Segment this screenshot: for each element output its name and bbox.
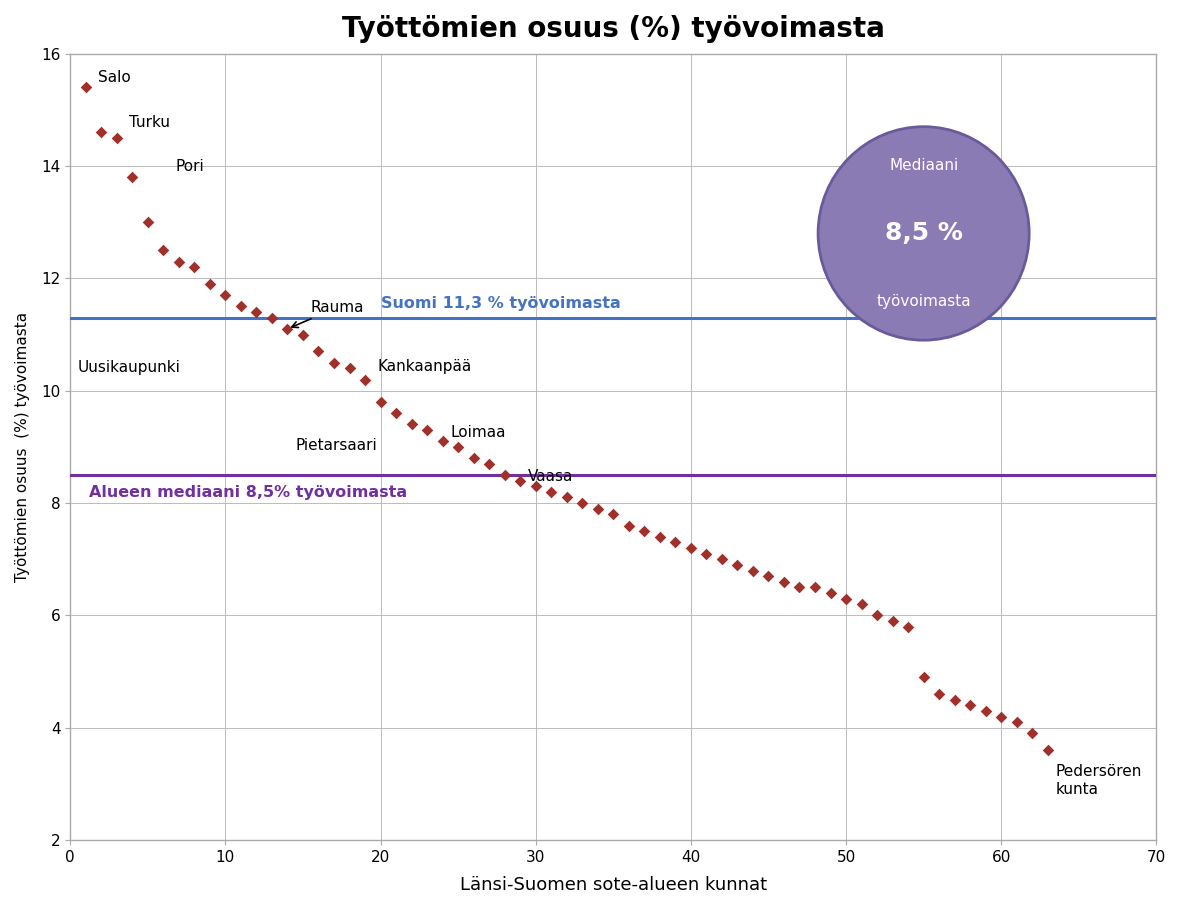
Text: Pedersören
kunta: Pedersören kunta	[1056, 764, 1142, 796]
Point	[325, 355, 344, 370]
Text: Pori: Pori	[176, 159, 204, 175]
Point	[899, 619, 918, 634]
Point	[510, 474, 529, 488]
Text: Turku: Turku	[129, 115, 170, 129]
Point	[1007, 714, 1026, 729]
Point	[853, 597, 872, 612]
Point	[402, 417, 420, 432]
Point	[309, 345, 328, 359]
Point	[1023, 726, 1042, 741]
Point	[666, 535, 685, 550]
Point	[759, 569, 778, 584]
Point	[542, 484, 561, 499]
Point	[992, 709, 1011, 724]
Point	[868, 608, 887, 623]
Point	[479, 456, 498, 471]
Point	[495, 468, 514, 483]
Point	[619, 518, 638, 533]
Point	[294, 327, 313, 342]
Point	[107, 131, 126, 145]
Point	[169, 255, 188, 269]
Point	[557, 490, 576, 504]
Point	[635, 524, 654, 538]
Text: Rauma: Rauma	[292, 300, 364, 327]
Point	[278, 322, 296, 336]
Ellipse shape	[818, 126, 1029, 340]
Text: Kankaanpää: Kankaanpää	[378, 359, 471, 374]
Point	[371, 395, 390, 409]
Point	[527, 479, 546, 494]
Point	[138, 215, 157, 229]
Text: Loimaa: Loimaa	[450, 425, 505, 440]
Point	[836, 592, 855, 606]
Point	[92, 125, 111, 140]
Point	[262, 311, 281, 325]
Point	[77, 80, 96, 95]
Text: Mediaani: Mediaani	[889, 157, 958, 173]
Point	[727, 557, 746, 572]
Point	[929, 687, 948, 702]
Text: 8,5 %: 8,5 %	[885, 222, 963, 245]
Point	[449, 440, 468, 454]
Point	[977, 704, 996, 718]
Point	[340, 361, 359, 375]
Text: Alueen mediaani 8,5% työvoimasta: Alueen mediaani 8,5% työvoimasta	[89, 485, 407, 500]
Point	[960, 698, 979, 713]
Y-axis label: Työttömien osuus  (%) työvoimasta: Työttömien osuus (%) työvoimasta	[15, 312, 30, 582]
Point	[154, 243, 172, 257]
Point	[588, 502, 607, 516]
Point	[464, 451, 483, 465]
Point	[681, 541, 700, 555]
Text: Vaasa: Vaasa	[528, 469, 573, 484]
Point	[805, 580, 824, 594]
Point	[1038, 743, 1057, 757]
Point	[883, 614, 902, 628]
Text: Uusikaupunki: Uusikaupunki	[78, 360, 181, 375]
Text: Pietarsaari: Pietarsaari	[295, 438, 377, 454]
Title: Työttömien osuus (%) työvoimasta: Työttömien osuus (%) työvoimasta	[341, 15, 885, 43]
Point	[712, 552, 731, 566]
Point	[573, 495, 592, 510]
Point	[744, 564, 763, 578]
Text: työvoimasta: työvoimasta	[876, 295, 971, 309]
X-axis label: Länsi-Suomen sote-alueen kunnat: Länsi-Suomen sote-alueen kunnat	[459, 876, 766, 894]
Point	[790, 580, 809, 594]
Point	[231, 299, 250, 314]
Point	[216, 288, 235, 303]
Point	[603, 507, 622, 522]
Text: Suomi 11,3 % työvoimasta: Suomi 11,3 % työvoimasta	[380, 296, 620, 311]
Point	[945, 693, 964, 707]
Point	[651, 530, 670, 544]
Point	[433, 434, 452, 448]
Point	[201, 276, 220, 291]
Point	[123, 170, 142, 185]
Point	[821, 585, 840, 600]
Text: Salo: Salo	[98, 70, 131, 85]
Point	[914, 670, 933, 684]
Point	[697, 546, 716, 561]
Point	[418, 423, 437, 437]
Point	[185, 260, 204, 275]
Point	[355, 372, 374, 386]
Point	[247, 305, 266, 319]
Point	[775, 574, 794, 589]
Point	[386, 406, 405, 421]
